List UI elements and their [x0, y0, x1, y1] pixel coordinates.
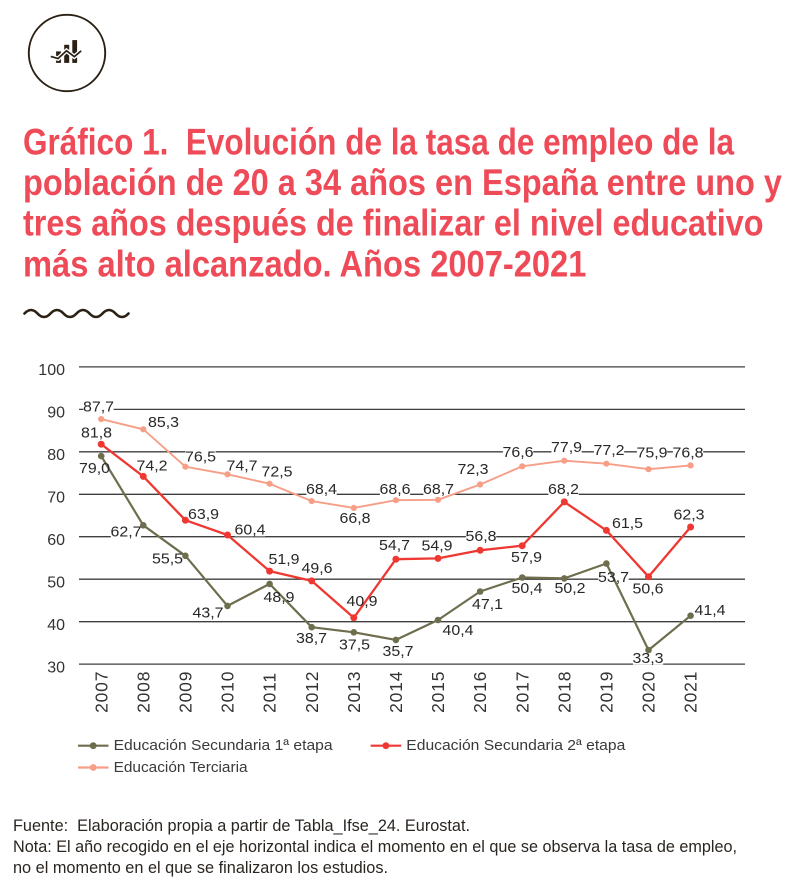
svg-text:50: 50: [47, 575, 65, 592]
svg-text:Nota: El año recogido en el ej: Nota: El año recogido en el eje horizont…: [13, 838, 737, 856]
svg-text:56,8: 56,8: [466, 528, 497, 545]
svg-text:2017: 2017: [512, 671, 532, 713]
svg-text:60,4: 60,4: [235, 522, 266, 539]
svg-text:35,7: 35,7: [383, 643, 414, 660]
svg-text:2010: 2010: [218, 671, 238, 713]
svg-text:85,3: 85,3: [148, 414, 179, 431]
svg-text:49,6: 49,6: [302, 560, 333, 577]
svg-text:2013: 2013: [344, 671, 364, 713]
svg-text:70: 70: [47, 490, 65, 507]
svg-text:30: 30: [47, 659, 65, 676]
svg-text:76,5: 76,5: [185, 449, 216, 466]
svg-text:2021: 2021: [681, 671, 701, 713]
svg-text:38,7: 38,7: [296, 630, 327, 647]
svg-text:Educación Terciaria: Educación Terciaria: [114, 759, 249, 776]
svg-text:población de 20 a 34 años en E: población de 20 a 34 años en España entr…: [23, 162, 782, 203]
svg-text:87,7: 87,7: [83, 399, 114, 416]
svg-text:Gráfico 1. Evolución de la ta: Gráfico 1. Evolución de la tasa de emple…: [23, 122, 734, 163]
svg-text:no el momento en el que se fin: no el momento en el que se finalizaron l…: [13, 859, 388, 877]
svg-text:60: 60: [47, 532, 65, 549]
svg-text:Fuente: Elaboración propia a: Fuente: Elaboración propia a partir de T…: [13, 817, 470, 835]
svg-text:40,9: 40,9: [347, 593, 378, 610]
svg-text:68,2: 68,2: [548, 481, 579, 498]
svg-text:48,9: 48,9: [264, 589, 295, 606]
svg-text:40,4: 40,4: [443, 622, 474, 639]
svg-text:76,8: 76,8: [673, 445, 704, 462]
svg-text:tres años después de finalizar: tres años después de finalizar el nivel …: [23, 203, 764, 244]
svg-text:62,7: 62,7: [111, 524, 142, 541]
svg-text:Educación Secundaria 2ª etapa: Educación Secundaria 2ª etapa: [406, 737, 626, 754]
svg-text:más alto alcanzado. Años 2007-: más alto alcanzado. Años 2007-2021: [23, 243, 586, 284]
svg-text:74,2: 74,2: [137, 458, 168, 475]
svg-text:74,7: 74,7: [227, 458, 258, 475]
svg-text:57,9: 57,9: [511, 549, 542, 566]
svg-text:68,7: 68,7: [423, 481, 454, 498]
svg-text:55,5: 55,5: [152, 551, 183, 568]
svg-text:62,3: 62,3: [674, 507, 705, 524]
svg-text:2014: 2014: [386, 671, 406, 713]
svg-text:100: 100: [38, 362, 65, 379]
svg-text:2019: 2019: [597, 671, 617, 713]
svg-text:68,6: 68,6: [380, 481, 411, 498]
svg-text:72,3: 72,3: [458, 461, 489, 478]
svg-text:72,5: 72,5: [262, 464, 293, 481]
svg-text:2018: 2018: [554, 671, 574, 713]
svg-text:2015: 2015: [428, 671, 448, 713]
svg-text:54,7: 54,7: [379, 537, 410, 554]
svg-text:50,4: 50,4: [512, 580, 543, 597]
svg-text:63,9: 63,9: [188, 506, 219, 523]
svg-text:43,7: 43,7: [193, 605, 224, 622]
svg-text:2011: 2011: [260, 672, 280, 713]
svg-text:79,0: 79,0: [79, 460, 110, 477]
svg-text:81,8: 81,8: [81, 425, 112, 442]
svg-text:50,6: 50,6: [633, 581, 664, 598]
svg-text:54,9: 54,9: [422, 538, 453, 555]
svg-text:53,7: 53,7: [598, 569, 629, 586]
svg-text:75,9: 75,9: [637, 445, 668, 462]
svg-text:90: 90: [47, 405, 65, 422]
svg-text:37,5: 37,5: [339, 637, 370, 654]
svg-text:77,2: 77,2: [594, 442, 625, 459]
svg-text:66,8: 66,8: [340, 510, 371, 527]
svg-text:47,1: 47,1: [472, 596, 503, 613]
svg-text:41,4: 41,4: [695, 602, 726, 619]
svg-text:80: 80: [47, 447, 65, 464]
svg-text:77,9: 77,9: [551, 439, 582, 456]
svg-text:40: 40: [47, 617, 65, 634]
svg-text:76,6: 76,6: [503, 444, 534, 461]
svg-text:2012: 2012: [302, 671, 322, 713]
svg-text:50,2: 50,2: [555, 580, 586, 597]
svg-text:2008: 2008: [133, 671, 153, 713]
svg-text:68,4: 68,4: [306, 481, 337, 498]
svg-text:2020: 2020: [639, 671, 659, 713]
svg-text:Educación Secundaria 1ª etapa: Educación Secundaria 1ª etapa: [114, 737, 334, 754]
svg-text:2009: 2009: [176, 671, 196, 713]
svg-text:33,3: 33,3: [633, 650, 664, 667]
svg-text:2007: 2007: [91, 671, 111, 713]
svg-text:61,5: 61,5: [612, 515, 643, 532]
svg-text:2016: 2016: [470, 671, 490, 713]
svg-text:51,9: 51,9: [269, 551, 300, 568]
